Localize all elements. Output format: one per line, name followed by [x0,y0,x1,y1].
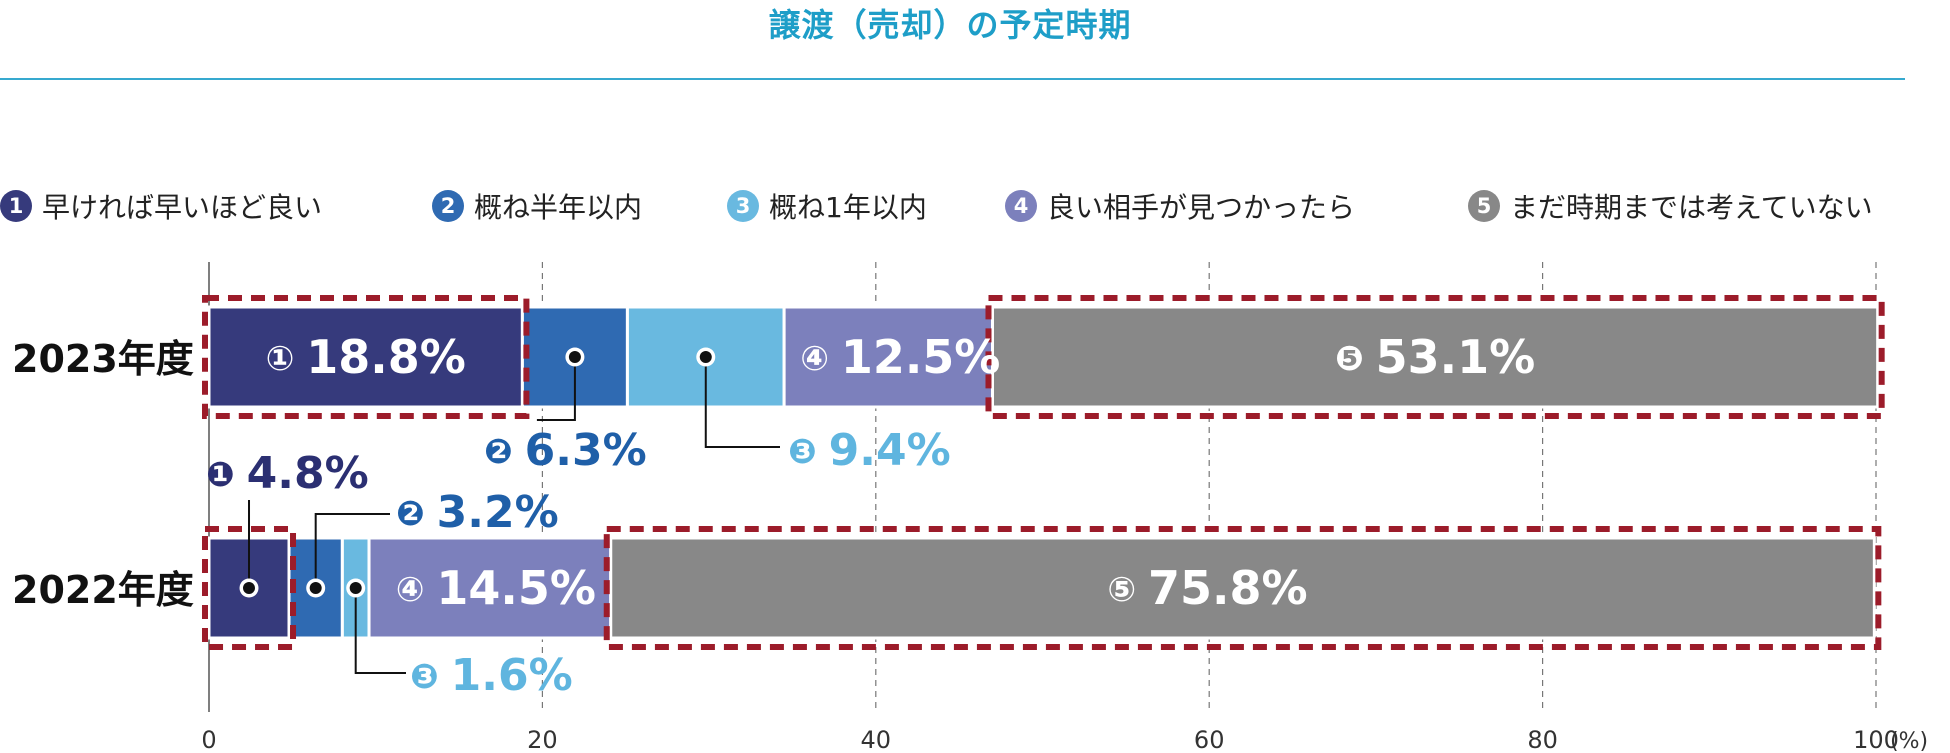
data-label-1-1: ❷ 3.2% [396,487,559,538]
data-label-1-4: ⑤ 75.8% [1107,561,1307,615]
legend-label-4: 良い相手が見つかったら [1047,191,1356,224]
data-label-1-0: ❶ 4.8% [206,448,369,499]
legend-marker-5: 5 [1468,190,1500,222]
bar-0-0 [207,305,524,409]
data-label-0-0: ① 18.8% [266,330,466,384]
legend: 1 早ければ早いほど良い 2 概ね半年以内 3 概ね1年以内 4 良い相手が見つかったら 5 まだ… [0,186,1950,230]
x-unit-label: (%) [1890,729,1928,753]
leader-dot-0-1 [568,351,581,363]
leader-line-1-2 [354,588,406,674]
legend-marker-2: 2 [432,190,464,222]
legend-item-2: 2 概ね半年以内 [432,186,642,226]
leader-dot-0-2 [699,351,712,363]
category-label-0: 2023年度 [12,337,194,381]
chart-title: 譲渡（売却）の予定時期 [768,6,1132,44]
legend-label-2: 概ね半年以内 [474,191,643,224]
leader-line-0-1 [536,357,576,421]
x-tick-label-0: 0 [201,726,216,753]
data-label-1-3: ④ 14.5% [396,561,596,615]
x-tick-label-100: 100 [1853,726,1899,753]
data-label-0-2: ❸ 9.4% [788,425,951,476]
highlight-frame-0-0 [202,295,530,419]
bar-1-4 [609,536,1876,640]
x-tick-label-40: 40 [861,726,892,753]
legend-marker-4: 4 [1005,190,1037,222]
leader-dot-1-0 [243,582,256,594]
leader-dot-1-2 [349,582,362,594]
leader-line-0-2 [704,357,780,448]
legend-marker-1: 1 [0,190,32,222]
legend-item-5: 5 まだ時期までは考えていない [1468,186,1873,226]
title-divider [0,78,1905,80]
highlight-frame-0-4 [985,295,1885,419]
bar-0-3 [782,305,994,409]
legend-item-4: 4 良い相手が見つかったら [1005,186,1355,226]
legend-label-5: まだ時期までは考えていない [1510,191,1873,224]
bar-0-4 [990,305,1880,409]
data-label-0-3: ④ 12.5% [800,330,1000,384]
highlight-frame-1-0 [202,526,297,650]
legend-marker-3: 3 [727,190,759,222]
legend-item-3: 3 概ね1年以内 [727,186,927,226]
leader-dot-1-1 [309,582,322,594]
data-label-0-4: ❺ 53.1% [1335,330,1535,384]
x-tick-label-20: 20 [527,726,558,753]
legend-item-1: 1 早ければ早いほど良い [0,186,322,226]
x-tick-label-60: 60 [1194,726,1225,753]
category-label-1: 2022年度 [12,568,194,612]
leader-line-1-1 [314,513,390,588]
legend-label-3: 概ね1年以内 [769,191,927,224]
highlight-frame-1-4 [603,526,1882,650]
data-label-1-2: ❸ 1.6% [410,650,573,701]
legend-label-1: 早ければ早いほど良い [42,191,323,224]
data-label-0-1: ❷ 6.3% [484,425,647,476]
x-tick-label-80: 80 [1527,726,1558,753]
bar-1-3 [367,536,613,640]
